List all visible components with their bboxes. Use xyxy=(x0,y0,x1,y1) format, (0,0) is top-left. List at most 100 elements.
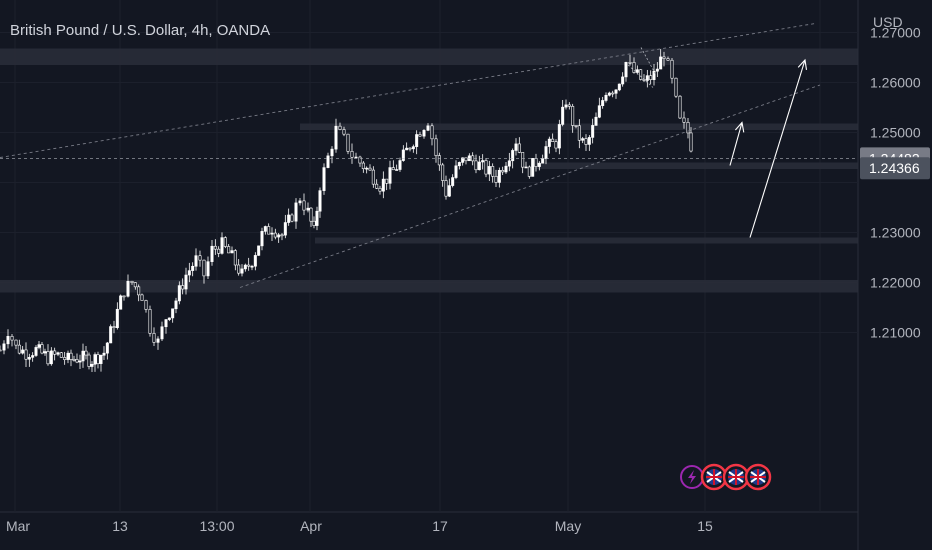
candle[interactable] xyxy=(674,77,678,97)
candle[interactable] xyxy=(270,232,274,235)
candle[interactable] xyxy=(430,125,434,140)
candle[interactable] xyxy=(491,166,495,177)
candle[interactable] xyxy=(511,150,515,162)
candle[interactable] xyxy=(471,155,475,162)
candle[interactable] xyxy=(365,167,369,170)
candle[interactable] xyxy=(531,158,535,177)
candle[interactable] xyxy=(368,167,372,171)
candle[interactable] xyxy=(0,349,2,352)
candle[interactable] xyxy=(361,162,365,169)
candle[interactable] xyxy=(521,152,525,168)
candle[interactable] xyxy=(40,344,44,354)
candle[interactable] xyxy=(624,62,628,78)
candle[interactable] xyxy=(342,129,346,135)
trendline[interactable] xyxy=(0,23,816,158)
candle[interactable] xyxy=(541,158,545,164)
candle[interactable] xyxy=(43,351,47,354)
candle[interactable] xyxy=(75,359,79,363)
candle[interactable] xyxy=(302,200,306,211)
candle[interactable] xyxy=(395,169,399,171)
candle[interactable] xyxy=(461,157,465,163)
candle[interactable] xyxy=(464,157,468,162)
candle[interactable] xyxy=(312,220,316,226)
candle[interactable] xyxy=(21,349,25,354)
candle[interactable] xyxy=(247,264,251,267)
candle[interactable] xyxy=(191,265,195,271)
candle[interactable] xyxy=(617,83,621,91)
candle[interactable] xyxy=(253,255,257,267)
candle[interactable] xyxy=(524,166,528,169)
candle[interactable] xyxy=(137,286,141,296)
candle[interactable] xyxy=(49,350,53,365)
candle[interactable] xyxy=(457,162,461,167)
candle[interactable] xyxy=(375,183,379,189)
candle[interactable] xyxy=(115,308,119,328)
candle[interactable] xyxy=(102,352,106,356)
candle[interactable] xyxy=(689,132,693,152)
candle[interactable] xyxy=(315,210,319,226)
candle[interactable] xyxy=(206,261,210,277)
candle[interactable] xyxy=(294,202,298,222)
candle[interactable] xyxy=(227,246,231,254)
candle[interactable] xyxy=(388,167,392,184)
candle[interactable] xyxy=(635,69,639,73)
candle[interactable] xyxy=(220,237,224,254)
candle[interactable] xyxy=(230,250,234,254)
candle[interactable] xyxy=(441,164,445,181)
candle[interactable] xyxy=(474,160,478,171)
candle[interactable] xyxy=(66,352,70,360)
candle[interactable] xyxy=(350,151,354,158)
candle[interactable] xyxy=(164,319,168,328)
candle[interactable] xyxy=(494,175,498,183)
candle[interactable] xyxy=(591,125,595,138)
candle[interactable] xyxy=(105,342,109,354)
candle[interactable] xyxy=(167,317,171,320)
candle[interactable] xyxy=(130,280,134,283)
trendline[interactable] xyxy=(239,84,821,288)
candle[interactable] xyxy=(326,155,330,168)
candle[interactable] xyxy=(346,133,350,152)
candle[interactable] xyxy=(451,177,455,186)
candle[interactable] xyxy=(557,124,561,149)
candle[interactable] xyxy=(434,138,438,156)
candle[interactable] xyxy=(544,146,548,159)
candle[interactable] xyxy=(198,255,202,261)
candle[interactable] xyxy=(447,185,451,197)
candle[interactable] xyxy=(53,350,57,355)
candle[interactable] xyxy=(84,350,88,356)
candle[interactable] xyxy=(202,259,206,277)
candle[interactable] xyxy=(415,134,419,147)
candle[interactable] xyxy=(371,169,375,185)
candle[interactable] xyxy=(504,165,508,173)
candle[interactable] xyxy=(378,187,382,192)
candle[interactable] xyxy=(69,352,73,360)
candle[interactable] xyxy=(27,357,31,360)
candle[interactable] xyxy=(213,245,217,250)
candle[interactable] xyxy=(263,226,267,232)
candle[interactable] xyxy=(639,69,643,80)
price-scale[interactable] xyxy=(858,0,932,550)
candle[interactable] xyxy=(194,255,198,267)
candle[interactable] xyxy=(561,106,565,125)
candle[interactable] xyxy=(497,170,501,183)
candle[interactable] xyxy=(594,116,598,126)
candle[interactable] xyxy=(398,160,402,170)
candle[interactable] xyxy=(233,250,237,266)
candle[interactable] xyxy=(306,207,310,211)
candle[interactable] xyxy=(287,214,291,223)
candle[interactable] xyxy=(260,231,264,247)
candle[interactable] xyxy=(171,308,175,319)
candle[interactable] xyxy=(574,125,578,127)
candle[interactable] xyxy=(237,264,241,274)
candle[interactable] xyxy=(577,125,581,141)
candle[interactable] xyxy=(659,56,663,70)
candle[interactable] xyxy=(484,160,488,175)
candle[interactable] xyxy=(682,117,686,123)
candle[interactable] xyxy=(210,245,214,262)
candle[interactable] xyxy=(411,146,415,150)
candle[interactable] xyxy=(46,351,50,365)
candle[interactable] xyxy=(584,138,588,145)
candle[interactable] xyxy=(187,270,191,276)
candle[interactable] xyxy=(581,138,585,141)
